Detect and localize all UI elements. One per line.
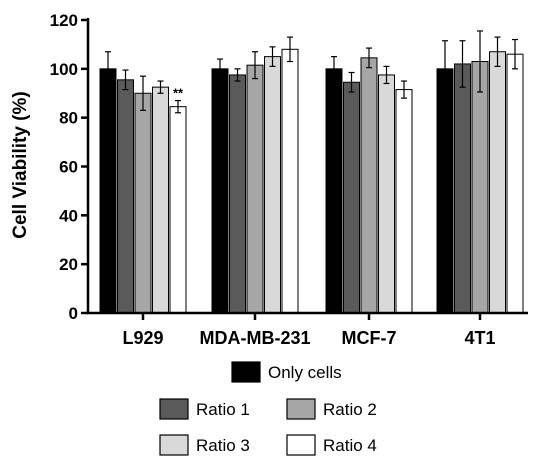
bar-group bbox=[325, 47, 413, 314]
bar bbox=[471, 61, 489, 314]
bar bbox=[211, 68, 229, 314]
bar bbox=[246, 64, 264, 314]
y-axis-title: Cell Viability (%) bbox=[10, 91, 31, 238]
legend-label: Ratio 1 bbox=[196, 400, 250, 419]
bar bbox=[281, 48, 299, 314]
bar bbox=[325, 68, 343, 314]
bar bbox=[360, 57, 378, 314]
legend-label: Only cells bbox=[268, 363, 342, 382]
bar bbox=[436, 68, 454, 314]
y-tick-label: 80 bbox=[59, 109, 78, 128]
legend-swatch bbox=[286, 434, 316, 456]
y-tick-label: 60 bbox=[59, 158, 78, 177]
x-tick-label: L929 bbox=[122, 328, 163, 348]
significance-annotation: ** bbox=[173, 86, 184, 101]
y-tick-label: 0 bbox=[69, 304, 78, 323]
legend-item: Ratio 4 bbox=[286, 434, 377, 456]
x-axis: L929 MDA-MB-231 MCF-7 4T1 bbox=[87, 311, 528, 348]
legend-item: Only cells bbox=[231, 361, 342, 383]
bar bbox=[378, 74, 395, 314]
y-tick-label: 100 bbox=[50, 60, 78, 79]
bar bbox=[454, 63, 471, 314]
bar-group bbox=[211, 36, 299, 314]
bar bbox=[152, 86, 169, 314]
legend-swatch bbox=[159, 398, 189, 420]
y-tick-label: 120 bbox=[50, 11, 78, 30]
legend-swatch bbox=[286, 398, 316, 420]
y-tick-label: 20 bbox=[59, 255, 78, 274]
bar-group bbox=[436, 30, 524, 314]
legend: Only cells Ratio 1 Ratio 2 Ratio 3 Ratio 4 bbox=[159, 361, 377, 456]
y-axis: 0 20 40 60 80 100 120 bbox=[50, 11, 90, 323]
bars: ** bbox=[99, 30, 524, 314]
legend-swatch bbox=[231, 361, 261, 383]
bar bbox=[229, 74, 246, 314]
legend-label: Ratio 2 bbox=[323, 400, 377, 419]
bar bbox=[343, 81, 360, 314]
bar bbox=[169, 106, 187, 314]
bar bbox=[489, 51, 506, 314]
x-tick-label: MCF-7 bbox=[342, 328, 397, 348]
legend-label: Ratio 3 bbox=[196, 436, 250, 455]
bar bbox=[99, 68, 117, 314]
legend-item: Ratio 3 bbox=[159, 434, 250, 456]
bar bbox=[134, 92, 152, 314]
legend-swatch bbox=[159, 434, 189, 456]
bar bbox=[264, 56, 281, 314]
legend-item: Ratio 1 bbox=[159, 398, 250, 420]
bar bbox=[395, 89, 413, 314]
x-tick-label: 4T1 bbox=[464, 328, 495, 348]
y-tick-label: 40 bbox=[59, 206, 78, 225]
legend-item: Ratio 2 bbox=[286, 398, 377, 420]
bar bbox=[117, 79, 134, 314]
x-tick-label: MDA-MB-231 bbox=[199, 328, 310, 348]
legend-label: Ratio 4 bbox=[323, 436, 377, 455]
bar bbox=[506, 53, 524, 314]
